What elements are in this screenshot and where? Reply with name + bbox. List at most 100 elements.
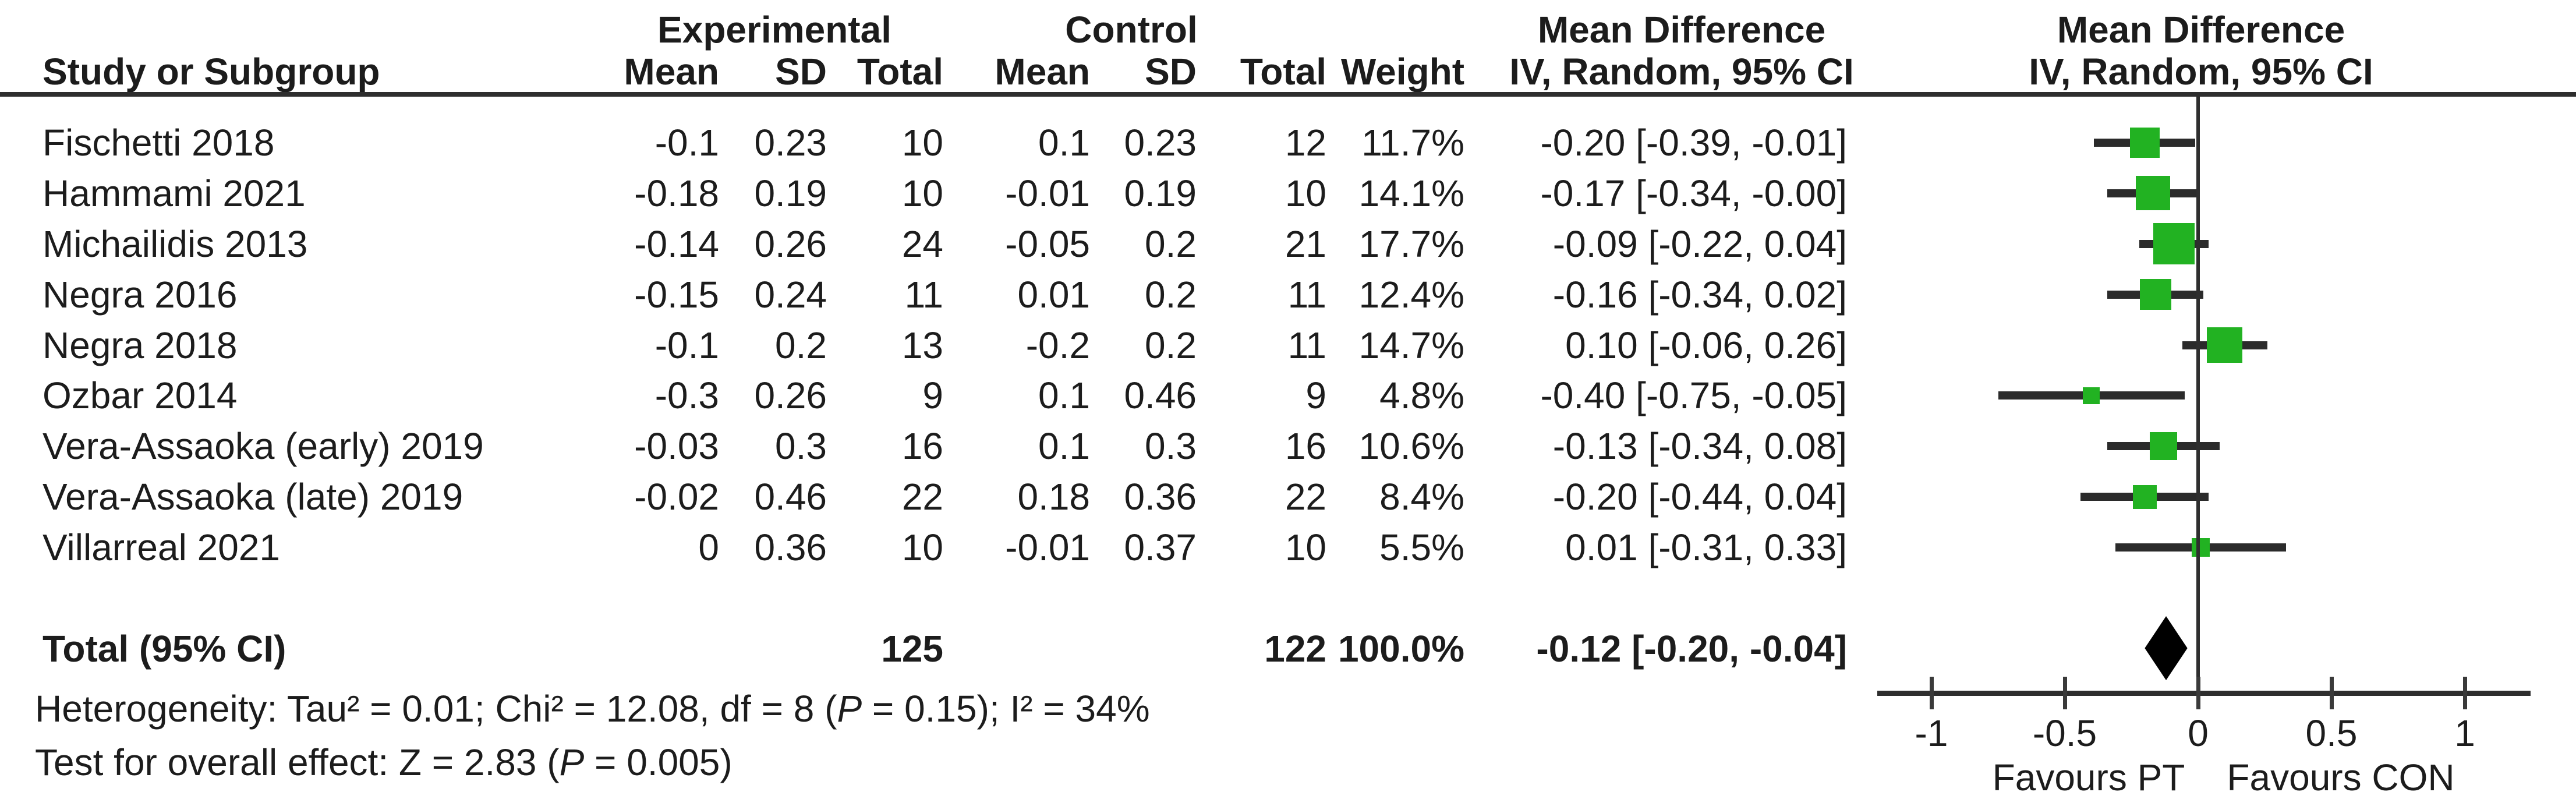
ctrl_sd-cell: 0.2: [1145, 273, 1197, 316]
col-header-study: Study or Subgroup: [43, 51, 380, 93]
group-header-control: Control: [1065, 9, 1198, 51]
x-axis-line: [1877, 691, 2531, 696]
ctrl_sd-cell: 0.3: [1145, 425, 1197, 468]
exp_sd-cell: 0.26: [754, 374, 827, 417]
ci-text-cell: -0.17 [-0.34, -0.00]: [1540, 172, 1847, 214]
effect-marker: [2083, 387, 2100, 405]
weight-cell: 4.8%: [1379, 374, 1464, 417]
effect-marker: [2129, 128, 2160, 158]
weight-cell: 12.4%: [1358, 273, 1464, 316]
col-header-md-text: IV, Random, 95% CI: [1509, 51, 1854, 93]
ctrl_total-cell: 16: [1285, 425, 1326, 468]
ctrl_sd-cell: 0.19: [1124, 172, 1197, 214]
study-name-cell: Villarreal 2021: [43, 526, 280, 568]
study-name-cell: Negra 2018: [43, 324, 238, 366]
study-name-cell: Ozbar 2014: [43, 374, 238, 417]
exp_sd-cell: 0.36: [754, 526, 827, 568]
exp_sd-cell: 0.2: [775, 324, 827, 366]
col-header-ctrl-total: Total: [1240, 51, 1326, 93]
x-axis-tick-label: -1: [1915, 712, 1948, 754]
ctrl_total-cell: 11: [1287, 273, 1326, 316]
ctrl_sd-cell: 0.36: [1124, 476, 1197, 518]
exp_sd-cell: 0.24: [754, 273, 827, 316]
favours-left-label: Favours PT: [1992, 756, 2185, 798]
study-name-cell: Hammami 2021: [43, 172, 306, 214]
weight-cell: 8.4%: [1379, 476, 1464, 518]
ctrl_mean-cell: 0.18: [1017, 476, 1090, 518]
ctrl_mean-cell: -0.05: [1005, 222, 1090, 265]
md-text-column-title: Mean Difference: [1537, 9, 1826, 51]
exp_mean-cell: -0.03: [634, 425, 719, 468]
ctrl_sd-cell: 0.37: [1124, 526, 1197, 568]
heterogeneity-text: Heterogeneity: Tau² = 0.01; Chi² = 12.08…: [35, 688, 837, 730]
ctrl_sd-cell: 0.23: [1124, 122, 1197, 164]
ci-text-cell: 0.10 [-0.06, 0.26]: [1565, 324, 1847, 366]
ctrl_total-cell: 10: [1285, 526, 1326, 568]
exp_mean-cell: -0.02: [634, 476, 719, 518]
heterogeneity-text-end: = 0.15); I² = 34%: [862, 688, 1150, 730]
ctrl_total-cell: 22: [1285, 476, 1326, 518]
heterogeneity-line: Heterogeneity: Tau² = 0.01; Chi² = 12.08…: [35, 687, 1150, 730]
weight-cell: 17.7%: [1358, 222, 1464, 265]
weight-cell: 11.7%: [1361, 122, 1464, 164]
overall-effect-text-end: = 0.005): [584, 741, 733, 783]
exp_sd-cell: 0.19: [754, 172, 827, 214]
ctrl_mean-cell: 0.01: [1017, 273, 1090, 316]
exp_mean-cell: -0.15: [634, 273, 719, 316]
col-header-exp-mean: Mean: [624, 51, 719, 93]
ci-text-cell: -0.09 [-0.22, 0.04]: [1552, 222, 1847, 265]
ci-text-cell: -0.20 [-0.44, 0.04]: [1552, 476, 1847, 518]
overall-effect-text: Test for overall effect: Z = 2.83 (: [35, 741, 560, 783]
effect-marker: [2153, 223, 2195, 265]
study-name-cell: Vera-Assaoka (early) 2019: [43, 425, 484, 468]
col-header-exp-sd: SD: [775, 51, 827, 93]
effect-marker: [2191, 538, 2210, 557]
ctrl_sd-cell: 0.2: [1145, 222, 1197, 265]
exp_sd-cell: 0.26: [754, 222, 827, 265]
x-axis-tick: [2196, 677, 2200, 709]
ci-text-cell: -0.16 [-0.34, 0.02]: [1552, 273, 1847, 316]
ctrl_sd-cell: 0.46: [1124, 374, 1197, 417]
ctrl_mean-cell: -0.01: [1005, 526, 1090, 568]
exp_total-cell: 22: [901, 476, 943, 518]
ci-text-cell: -0.40 [-0.75, -0.05]: [1540, 374, 1847, 417]
x-axis-tick: [1929, 677, 1934, 709]
ctrl_mean-cell: 0.1: [1038, 425, 1090, 468]
col-header-md-plot: IV, Random, 95% CI: [2029, 51, 2373, 93]
col-header-ctrl-sd: SD: [1145, 51, 1197, 93]
study-name-cell: Fischetti 2018: [43, 122, 275, 164]
col-header-ctrl-mean: Mean: [995, 51, 1090, 93]
col-header-exp-total: Total: [857, 51, 943, 93]
ctrl_mean-cell: 0.1: [1038, 374, 1090, 417]
exp_sd-cell: 0.3: [775, 425, 827, 468]
weight-cell: 14.1%: [1358, 172, 1464, 214]
exp_mean-cell: -0.1: [654, 122, 719, 164]
zero-line: [2196, 97, 2200, 706]
x-axis-tick: [2062, 677, 2067, 709]
weight-cell: 5.5%: [1379, 526, 1464, 568]
total-label: Total (95% CI): [43, 628, 286, 670]
ctrl_mean-cell: -0.01: [1005, 172, 1090, 214]
exp_total-cell: 11: [904, 273, 943, 316]
ctrl_total-cell: 9: [1305, 374, 1326, 417]
exp_mean-cell: -0.3: [654, 374, 719, 417]
ci-text-cell: -0.20 [-0.39, -0.01]: [1540, 122, 1847, 164]
favours-right-label: Favours CON: [2227, 756, 2455, 798]
total-exp-n: 125: [881, 628, 943, 670]
effect-marker: [2132, 485, 2157, 509]
effect-marker: [2139, 278, 2171, 310]
exp_sd-cell: 0.46: [754, 476, 827, 518]
effect-marker: [2149, 432, 2178, 461]
x-axis-tick-label: 0.5: [2305, 712, 2358, 754]
overall-effect-p-symbol: P: [559, 741, 585, 783]
ci-text-cell: -0.13 [-0.34, 0.08]: [1552, 425, 1847, 468]
x-axis-tick: [2462, 677, 2467, 709]
x-axis-tick: [2329, 677, 2334, 709]
total-weight: 100.0%: [1337, 628, 1464, 670]
exp_mean-cell: -0.14: [634, 222, 719, 265]
effect-marker: [2135, 176, 2170, 211]
study-name-cell: Michailidis 2013: [43, 222, 308, 265]
exp_total-cell: 24: [901, 222, 943, 265]
x-axis-tick-label: -0.5: [2032, 712, 2097, 754]
